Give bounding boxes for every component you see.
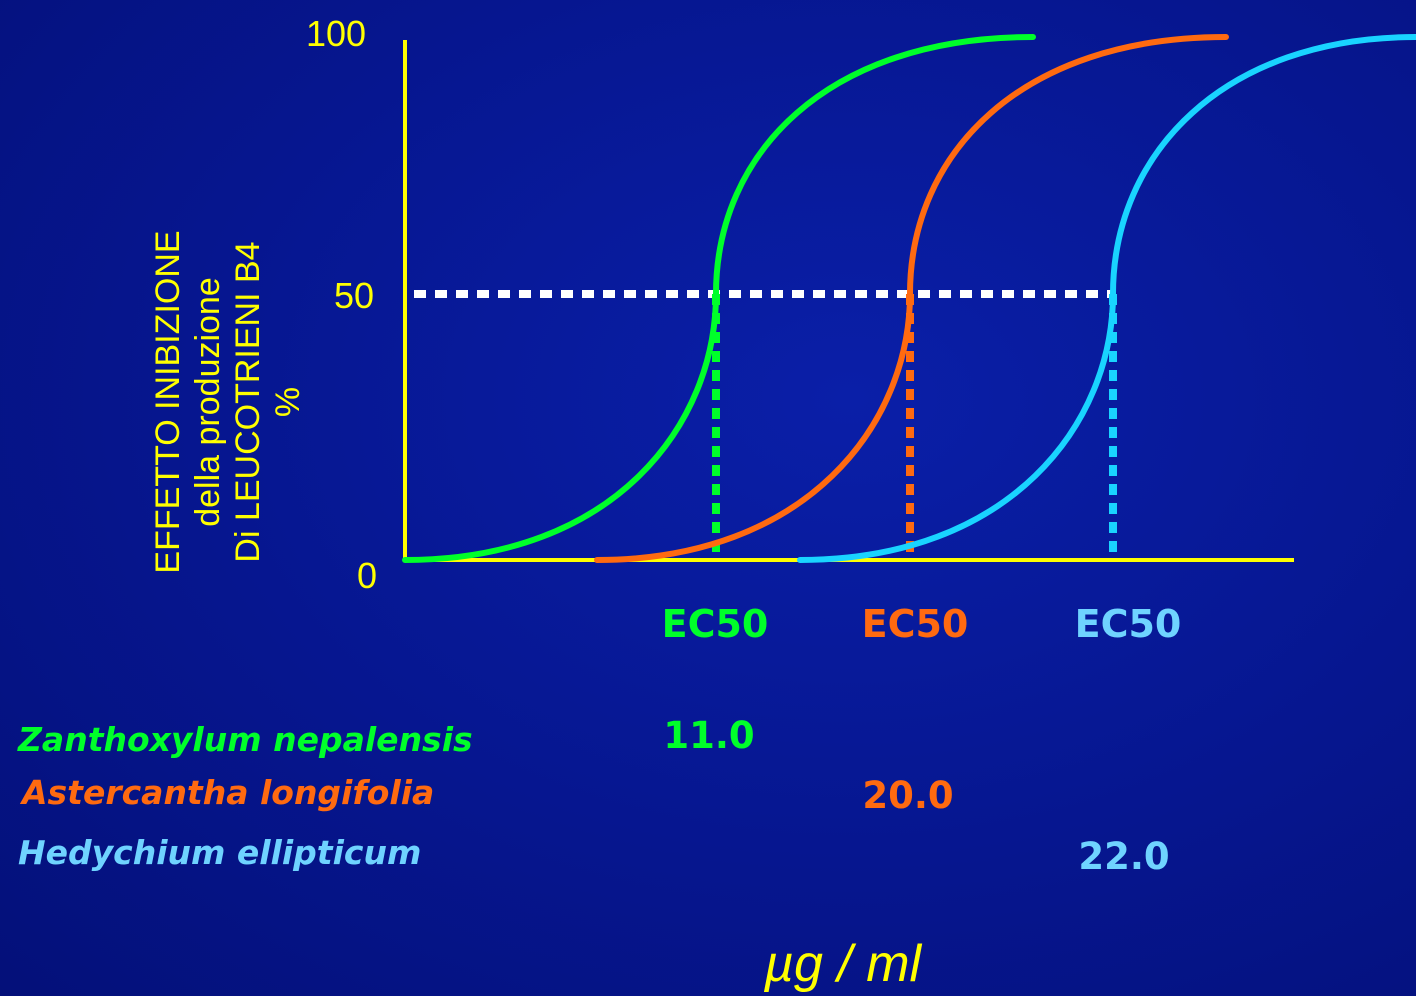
y-tick-label: 50 (334, 275, 375, 316)
legend-species-3: Hedychium ellipticum (18, 833, 422, 872)
ec50-value-1: 11.0 (663, 714, 755, 757)
y-axis-title: EFFETTO INIBIZIONE della produzione Di L… (148, 102, 308, 702)
ec50-label-orange: EC50 (861, 602, 969, 646)
legend-species-1: Zanthoxylum nepalensis (18, 720, 473, 759)
y-axis-title-line: della produzione (189, 277, 227, 527)
legend-species-2: Astercantha longifolia (22, 773, 435, 812)
series-curve (402, 34, 1036, 563)
ec50-value-2: 20.0 (862, 774, 954, 817)
y-axis-title-line: % (269, 386, 307, 418)
ec50-value-3: 22.0 (1078, 835, 1170, 878)
y-axis-title-line: EFFETTO INIBIZIONE (149, 230, 187, 574)
y-tick-label: 0 (357, 555, 378, 596)
unit-label: µg / ml (764, 935, 922, 993)
series-curve (797, 34, 1416, 563)
series-curve (594, 34, 1229, 563)
curves-layer (402, 34, 1416, 563)
y-tick-label: 100 (306, 13, 367, 54)
ec50-label-blue: EC50 (1074, 602, 1182, 646)
ec50-label-green: EC50 (661, 602, 769, 646)
y-axis-title-line: Di LEUCOTRIENI B4 (229, 241, 267, 563)
